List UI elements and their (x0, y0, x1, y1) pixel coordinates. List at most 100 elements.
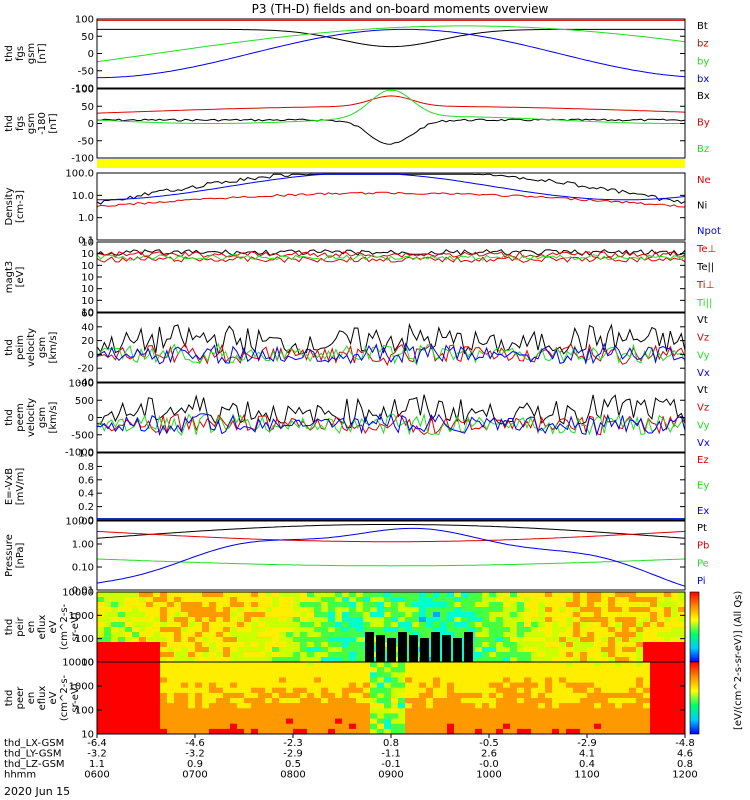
heatmap-cell (608, 718, 616, 725)
heatmap-cell (566, 597, 574, 603)
heatmap-cell (244, 728, 252, 735)
heatmap-cell (608, 662, 616, 668)
y-axis-label: peem (15, 403, 26, 431)
heatmap-cell (202, 607, 210, 613)
heatmap-cell (615, 597, 623, 603)
heatmap-cell (174, 723, 182, 730)
heatmap-cell (419, 718, 427, 725)
heatmap-cell (209, 652, 217, 658)
heatmap-cell (426, 677, 434, 683)
heatmap-cell (426, 708, 434, 714)
heatmap-cell (237, 718, 245, 725)
heatmap-cell (405, 642, 413, 648)
heatmap-cell (503, 723, 511, 730)
heatmap-cell (566, 698, 574, 704)
heatmap-cell (139, 642, 147, 648)
heatmap-cell (657, 622, 665, 628)
heatmap-cell (615, 637, 623, 643)
legend-entry: Bz (697, 144, 709, 155)
heatmap-cell (440, 687, 448, 694)
heatmap-cell (293, 622, 301, 628)
heatmap-cell (538, 642, 546, 648)
heatmap-cell (377, 703, 385, 709)
heatmap-cell (412, 723, 420, 730)
heatmap-cell (643, 713, 651, 719)
heatmap-cell (671, 597, 679, 603)
heatmap-cell (251, 647, 259, 653)
heatmap-cell (356, 657, 364, 663)
heatmap-cell (377, 708, 385, 714)
heatmap-cell (559, 647, 567, 653)
heatmap-cell (419, 723, 427, 730)
heatmap-cell (139, 713, 147, 719)
heatmap-cell (307, 622, 315, 628)
heatmap-cell (279, 607, 287, 613)
heatmap-cell (531, 698, 539, 704)
heatmap-cell (237, 677, 245, 683)
heatmap-cell (482, 627, 490, 633)
heatmap-cell (272, 687, 280, 694)
heatmap-cell (538, 652, 546, 658)
heatmap-cell (349, 612, 357, 618)
heatmap-cell (125, 682, 133, 689)
heatmap-cell (370, 677, 378, 683)
heatmap-cell (391, 682, 399, 689)
heatmap-cell (398, 672, 406, 678)
heatmap-cell (503, 632, 511, 638)
heatmap-cell (573, 652, 581, 658)
heatmap-cell (265, 718, 273, 725)
heatmap-cell (440, 597, 448, 603)
heatmap-cell (398, 602, 406, 608)
heatmap-cell (412, 597, 420, 603)
heatmap-cell (517, 667, 525, 673)
heatmap-cell (629, 687, 637, 694)
heatmap-cell (657, 718, 665, 725)
heatmap-cell (321, 662, 329, 668)
heatmap-cell (202, 703, 210, 709)
heatmap-cell (538, 622, 546, 628)
heatmap-cell (230, 708, 238, 714)
heatmap-cell (657, 723, 665, 730)
heatmap-cell (454, 698, 462, 704)
heatmap-cell (566, 652, 574, 658)
heatmap-cell (307, 652, 315, 658)
heatmap-cell (580, 637, 588, 643)
heatmap-cell (216, 632, 224, 638)
heatmap-cell (251, 672, 259, 678)
heatmap-cell (104, 692, 112, 699)
heatmap-cell (580, 617, 588, 623)
heatmap-cell (643, 617, 651, 623)
heatmap-cell (545, 592, 553, 598)
heatmap-cell (153, 592, 161, 598)
heatmap-cell (314, 657, 322, 663)
heatmap-cell (573, 672, 581, 678)
heatmap-cell (657, 612, 665, 618)
heatmap-cell (202, 652, 210, 658)
heatmap-cell (356, 592, 364, 598)
heatmap-cell (279, 647, 287, 653)
y-axis-label: [mV/m] (15, 468, 26, 506)
heatmap-cell (461, 597, 469, 603)
heatmap-cell (342, 632, 350, 638)
heatmap-cell (104, 662, 112, 668)
heatmap-cell (342, 622, 350, 628)
heatmap-cell (160, 682, 168, 689)
heatmap-cell (594, 637, 602, 643)
heatmap-cell (671, 657, 679, 663)
heatmap-cell (321, 698, 329, 704)
heatmap-cell (258, 703, 266, 709)
heatmap-cell (412, 617, 420, 623)
heatmap-cell (580, 677, 588, 683)
heatmap-cell (615, 718, 623, 725)
heatmap-cell (293, 607, 301, 613)
heatmap-cell (139, 677, 147, 683)
heatmap-cell (251, 662, 259, 668)
heatmap-cell (566, 713, 574, 719)
heatmap-cell (468, 677, 476, 683)
heatmap-cell (111, 617, 119, 623)
heatmap-cell (153, 602, 161, 608)
heatmap-cell (272, 718, 280, 725)
heatmap-cell (482, 662, 490, 668)
heatmap-cell (335, 617, 343, 623)
heatmap-cell (132, 637, 140, 643)
